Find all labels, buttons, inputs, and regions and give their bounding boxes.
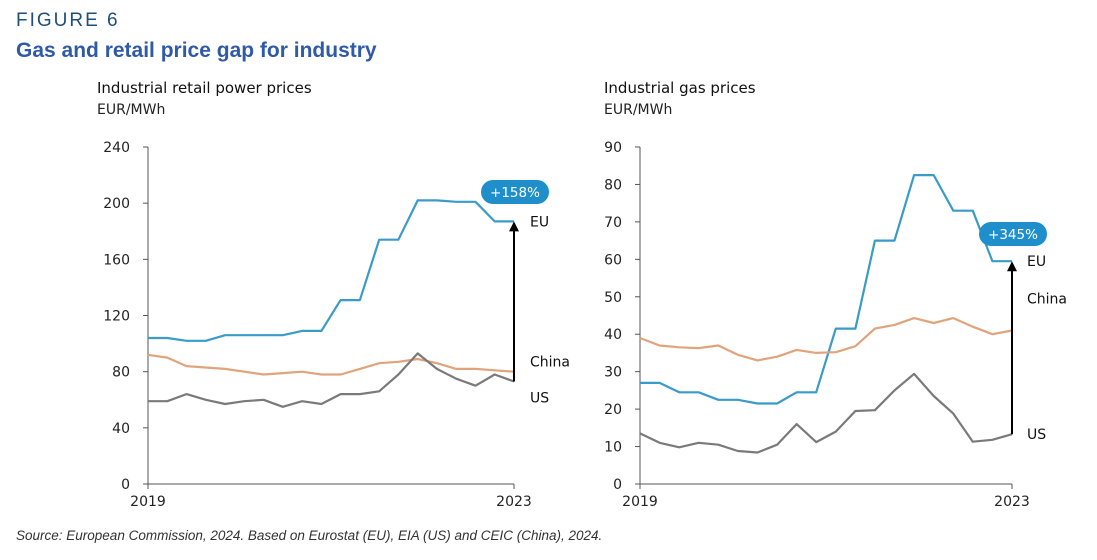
chart-unit-power: EUR/MWh [97,102,166,118]
figure-label: FIGURE 6 [16,10,120,31]
series-label-eu-power: EU [530,214,549,230]
chart-unit-gas: EUR/MWh [604,102,673,118]
series-line-us-gas [639,372,1013,454]
y-tick-label-power: 120 [103,309,130,325]
y-tick-label-gas: 60 [604,252,622,268]
chart-title-power: Industrial retail power prices [97,79,312,97]
x-tick-label-power: 2023 [496,494,532,510]
series-label-china-power: China [530,355,570,371]
y-tick-label-gas: 0 [613,477,622,493]
series-label-eu-gas: EU [1027,254,1046,270]
series-line-china-power [147,353,515,376]
gap-arrowhead-gas [1007,261,1017,272]
y-tick-label-gas: 40 [604,327,622,343]
series-line-eu-gas [640,174,1012,405]
y-tick-label-gas: 30 [604,365,622,381]
y-tick-label-power: 160 [103,252,130,268]
y-tick-label-gas: 50 [604,290,622,306]
y-tick-label-power: 200 [103,196,130,212]
gap-badge-power [481,180,549,204]
y-tick-label-power: 0 [121,477,130,493]
gap-arrowhead-power [509,221,519,232]
series-label-us-gas: US [1027,427,1046,443]
source-note: Source: European Commission, 2024. Based… [16,528,603,543]
y-tick-label-power: 40 [112,421,130,437]
y-tick-label-power: 240 [103,140,130,156]
y-tick-label-gas: 70 [604,215,622,231]
series-line-us-power [148,352,515,408]
gap-badge-label-gas: +345% [988,227,1038,243]
series-label-china-gas: China [1027,291,1067,307]
gap-badge-label-power: +158% [490,185,540,201]
x-tick-label-gas: 2019 [622,494,658,510]
series-label-us-power: US [530,390,549,406]
y-tick-label-gas: 20 [604,402,622,418]
y-tick-label-gas: 10 [604,440,622,456]
series-line-china-gas [639,317,1013,362]
y-tick-label-power: 80 [112,365,130,381]
gap-badge-gas [979,222,1047,246]
x-tick-label-gas: 2023 [994,494,1030,510]
figure-title: Gas and retail price gap for industry [16,39,377,62]
y-tick-label-gas: 80 [604,177,622,193]
chart-title-gas: Industrial gas prices [604,79,756,97]
y-tick-label-gas: 90 [604,140,622,156]
x-tick-label-power: 2019 [130,494,166,510]
series-line-eu-power [148,199,514,342]
